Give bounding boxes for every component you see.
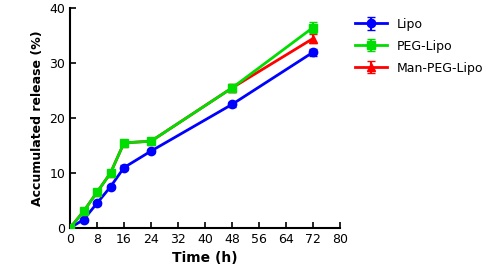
Legend: Lipo, PEG-Lipo, Man-PEG-Lipo: Lipo, PEG-Lipo, Man-PEG-Lipo <box>352 14 487 79</box>
X-axis label: Time (h): Time (h) <box>172 251 238 265</box>
Y-axis label: Accumulated release (%): Accumulated release (%) <box>30 30 44 206</box>
